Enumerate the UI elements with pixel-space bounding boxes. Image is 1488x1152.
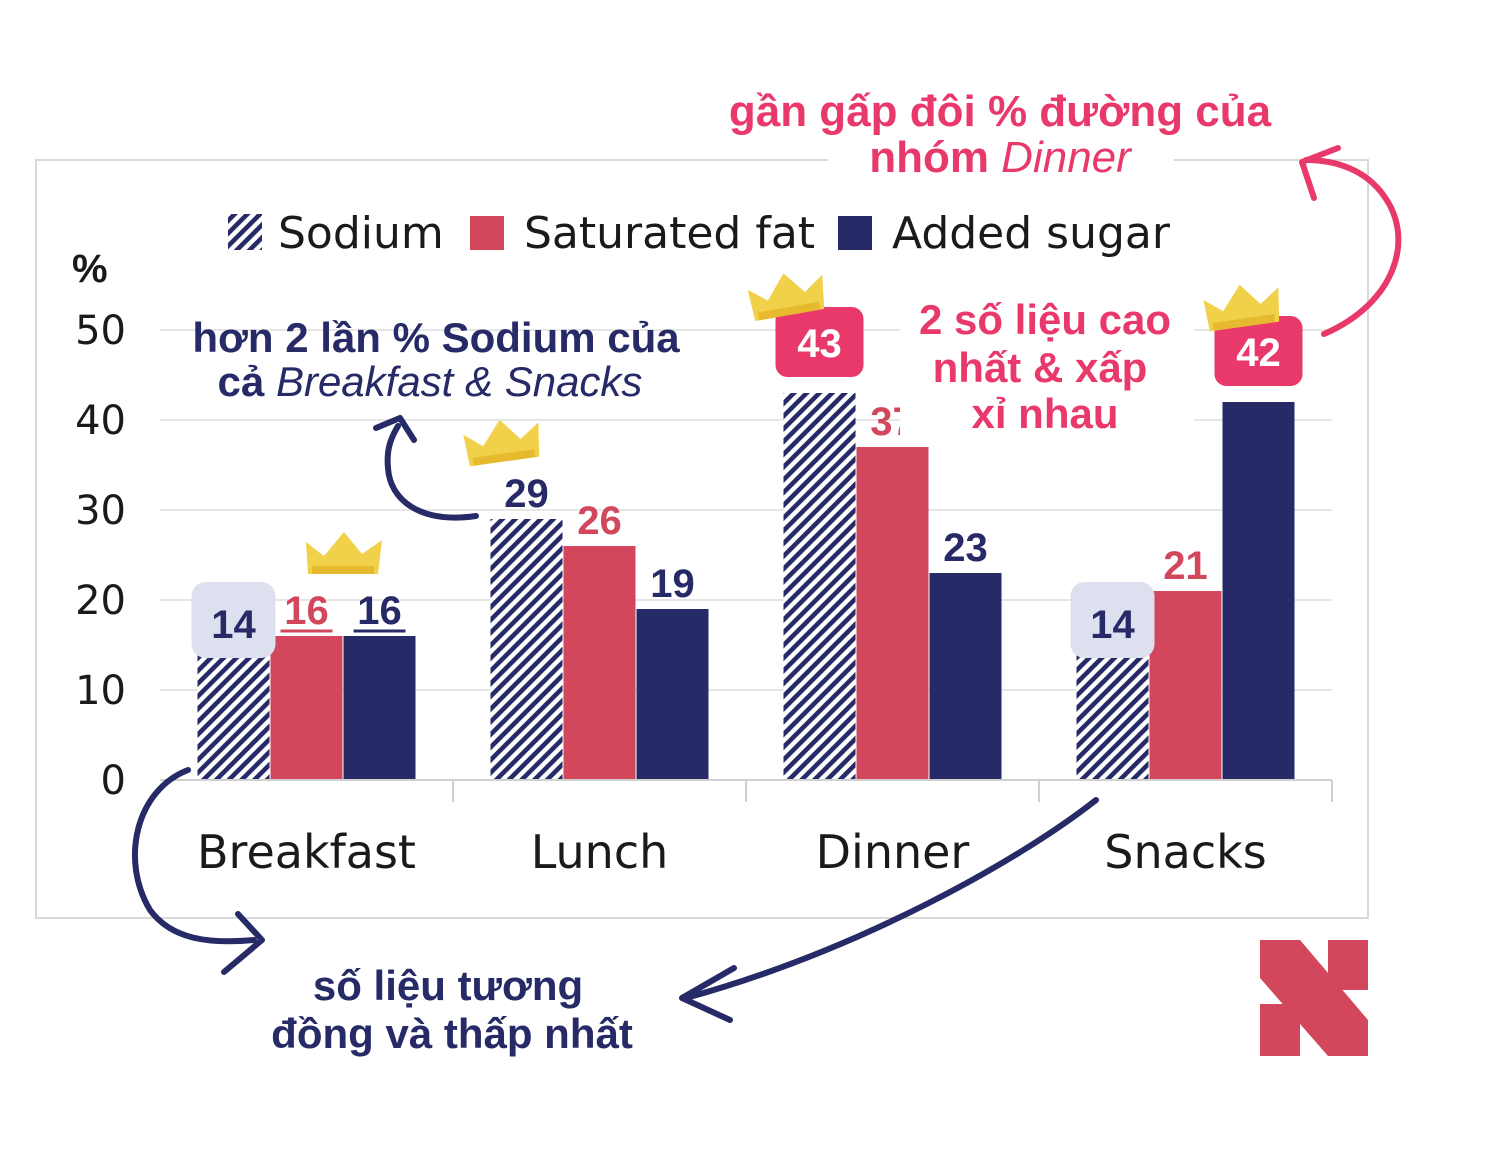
value-label: 21 (1163, 544, 1208, 588)
arrow-bottom-left (132, 767, 257, 945)
bars (197, 393, 1295, 780)
bar-sodium (1076, 654, 1149, 780)
value-label: 16 (284, 589, 329, 633)
crown-icon (306, 532, 382, 574)
value-label-highlight (1070, 582, 1155, 658)
arrow-top-right-head (1299, 145, 1341, 201)
value-label-badge (1214, 316, 1303, 386)
chart-frame (35, 159, 1369, 919)
bar-saturated-fat (1149, 591, 1222, 780)
legend-label-added-sugar: Added sugar (892, 208, 1171, 259)
legend-swatch-saturated-fat (470, 216, 504, 250)
middle-note-backdrop (900, 296, 1194, 442)
value-label: 26 (577, 499, 622, 543)
value-label: 14 (211, 603, 256, 647)
bar-sodium (490, 519, 563, 780)
bar-sodium (197, 654, 270, 780)
note-highest-line2: nhất & xấp (933, 344, 1148, 391)
legend-label-sodium: Sodium (278, 208, 444, 259)
y-tick-label: 50 (75, 308, 126, 354)
y-tick-label: 40 (75, 398, 126, 444)
note-highest-line3: xỉ nhau (971, 390, 1118, 437)
crown-icon (747, 273, 825, 322)
legend-label-saturated-fat: Saturated fat (524, 208, 815, 259)
arrow-left-note-head (373, 415, 417, 443)
note-dinner-sugar-line2-italic: Dinner (1001, 133, 1133, 182)
arrow-bottom-right-head (679, 965, 737, 1023)
crown-icon (463, 419, 540, 467)
note-dinner-sugar-line2: nhóm Dinner (869, 133, 1133, 182)
value-label: 29 (504, 472, 549, 516)
value-label: 43 (797, 322, 842, 366)
value-label: 23 (943, 526, 988, 570)
note-sodium-line2-italic: Breakfast & Snacks (276, 358, 643, 405)
x-tick-label: Breakfast (197, 825, 416, 879)
note-dinner-sugar-line2-bold: nhóm (869, 133, 1001, 182)
bar-added-sugar (929, 573, 1002, 780)
value-label-highlight (191, 582, 276, 658)
logo-n (1260, 940, 1368, 1056)
bar-added-sugar (1222, 402, 1295, 780)
arrow-top-right (1303, 157, 1402, 337)
note-sodium-line1: hơn 2 lần % Sodium của (192, 314, 680, 361)
y-tick-label: 0 (101, 758, 126, 804)
y-tick-label: 10 (75, 668, 126, 714)
value-label: 14 (1090, 603, 1135, 647)
bar-added-sugar (636, 609, 709, 780)
legend-swatch-sodium (228, 214, 262, 250)
bar-added-sugar (343, 636, 416, 780)
arrow-left-note (384, 423, 479, 521)
bar-saturated-fat (563, 546, 636, 780)
value-label: 42 (1236, 331, 1281, 375)
note-highest-line1: 2 số liệu cao (919, 296, 1171, 343)
x-tick-label: Dinner (816, 825, 970, 879)
legend-swatch-added-sugar (838, 216, 872, 250)
value-label: 16 (357, 589, 402, 633)
y-tick-label: 30 (75, 488, 126, 534)
note-sodium-line2: cả Breakfast & Snacks (218, 358, 643, 405)
note-lowest-line1: số liệu tương (313, 962, 583, 1009)
x-tick-label: Lunch (531, 825, 669, 879)
crown-icon (1203, 284, 1280, 332)
value-label-badge (775, 307, 864, 377)
bar-saturated-fat (856, 447, 929, 780)
note-sodium-line2-bold: cả (218, 358, 276, 405)
x-axis: Breakfast Lunch Dinner Snacks (160, 779, 1333, 879)
arrow-bottom-left-head (221, 911, 265, 975)
bar-sodium (783, 393, 856, 780)
note-lowest-line2: đồng và thấp nhất (271, 1010, 633, 1057)
bar-saturated-fat (270, 636, 343, 780)
y-tick-label: 20 (75, 578, 126, 624)
note-dinner-sugar-line1: gần gấp đôi % đường của (729, 87, 1272, 136)
y-axis-ticks: 0 10 20 30 40 50 (75, 308, 126, 804)
top-note-backdrop (828, 130, 1174, 190)
y-axis-unit: % (72, 247, 108, 291)
legend: Sodium Saturated fat Added sugar (228, 208, 1171, 259)
arrow-bottom-right (683, 797, 1099, 1001)
value-label: 19 (650, 562, 695, 606)
x-tick-label: Snacks (1104, 825, 1266, 879)
